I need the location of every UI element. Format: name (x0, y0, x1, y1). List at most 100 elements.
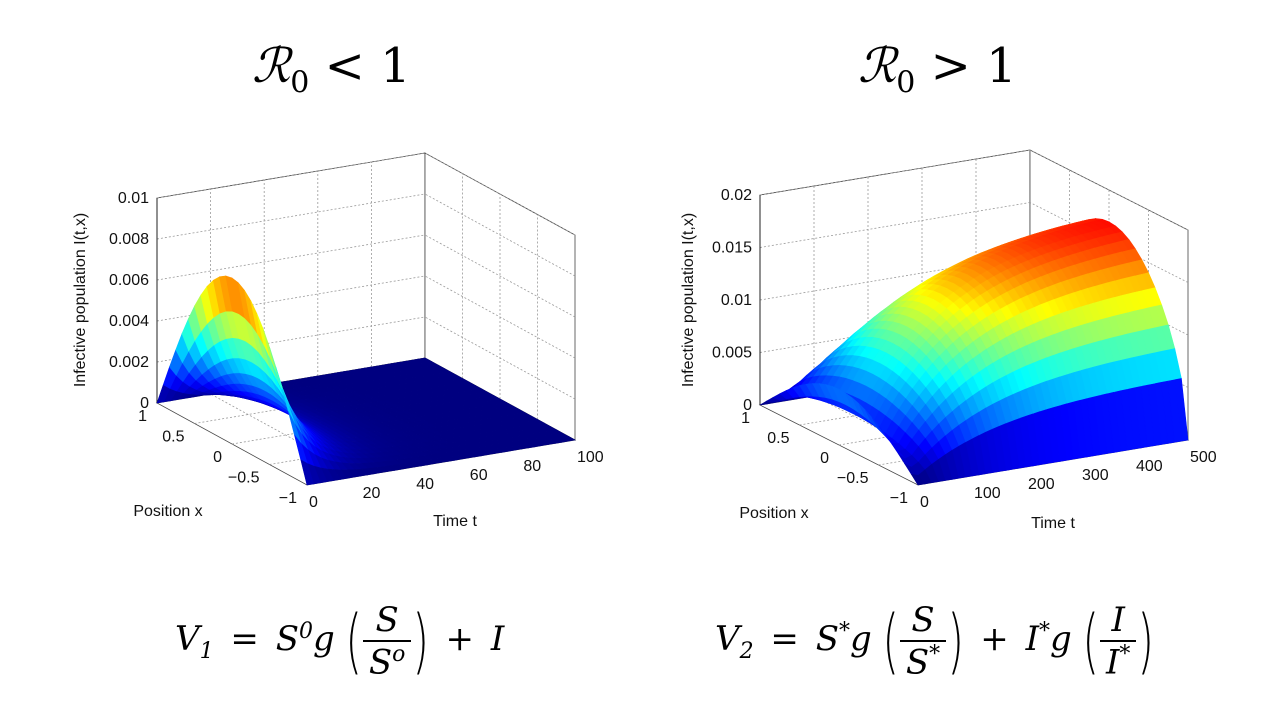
x-tick-label: 0.5 (162, 429, 184, 446)
formula-symbol: V (715, 619, 740, 660)
grid-line (759, 149, 1031, 196)
lyapunov-formula-v1: V1 = S0g (S So) + I (175, 600, 504, 682)
x-tick-label: 0 (213, 449, 222, 466)
x-tick-label: −1 (890, 490, 908, 507)
r0-relation: > 1 (930, 38, 1017, 94)
formula-superscript: o (392, 642, 406, 667)
t-tick-label: 60 (470, 467, 488, 484)
t-tick-label: 80 (523, 458, 541, 475)
grid-line (156, 234, 426, 281)
z-tick-label: 0.01 (721, 292, 752, 309)
x-tick-label: −1 (279, 490, 297, 507)
formula-superscript: * (929, 642, 941, 667)
surface-plot-right-svg: 0 0.005 0.01 0.015 0.02 1 0.5 0 −0.5 −1 0 100 200 300… (680, 149, 1217, 532)
surface-mesh (759, 218, 1189, 486)
grid-line (194, 378, 463, 424)
formula-symbol: I (1105, 642, 1120, 683)
surface-patch (910, 474, 926, 486)
formula-function: g (849, 619, 872, 660)
x-tick-label: 1 (741, 410, 750, 427)
formula-superscript: * (1119, 642, 1131, 667)
formula-symbol: I (490, 619, 505, 660)
surface-plot-left-svg: 0 0.002 0.004 0.006 0.008 0.01 1 0.5 0 −0.5 −1 0 20 4… (72, 152, 604, 530)
formula-superscript: * (838, 618, 850, 644)
formula-fraction: I I* (1099, 600, 1137, 683)
fraction-numerator: I (1111, 600, 1125, 640)
grid-line (156, 152, 426, 199)
formula-symbol: I (1025, 619, 1040, 660)
formula-fraction: S S* (899, 600, 947, 683)
t-axis-label: Time t (1031, 515, 1075, 532)
t-tick-label: 300 (1082, 467, 1109, 484)
x-axis-label: Position x (739, 505, 808, 522)
fraction-denominator: S* (899, 640, 947, 683)
z-tick-label: 0 (140, 395, 149, 412)
surface-plot-right: 0 0.005 0.01 0.015 0.02 1 0.5 0 −0.5 −1 0 100 200 300… (668, 140, 1228, 540)
t-tick-label: 0 (920, 494, 929, 511)
x-tick-label: 0.5 (767, 430, 789, 447)
left-paren: ( (882, 600, 899, 683)
surface-patch (300, 459, 315, 486)
formula-symbol: S (275, 619, 299, 660)
t-tick-label: 200 (1028, 476, 1055, 493)
z-tick-label: 0.01 (118, 190, 149, 207)
fraction-numerator: S (375, 600, 399, 640)
x-tick-label: 1 (138, 408, 147, 425)
z-tick-label: 0.002 (109, 354, 149, 371)
t-tick-label: 400 (1136, 458, 1163, 475)
lyapunov-formula-v2: V2 = S*g (S S*) + I*g (I I*) (715, 600, 1154, 682)
heading-r0-greater-than-one: ℛ0 > 1 (858, 38, 1017, 101)
left-paren: ( (1082, 600, 1099, 683)
t-tick-label: 100 (577, 449, 604, 466)
t-axis-label: Time t (433, 513, 477, 530)
z-tick-label: 0.02 (721, 187, 752, 204)
r0-subscript: 0 (896, 65, 916, 101)
r0-relation: < 1 (324, 38, 411, 94)
x-tick-label: −0.5 (837, 470, 869, 487)
t-tick-label: 0 (309, 494, 318, 511)
formula-symbol: S (905, 642, 930, 683)
formula-superscript: 0 (298, 618, 313, 644)
z-tick-label: 0.015 (712, 240, 752, 257)
right-paren: ) (947, 600, 965, 683)
formula-fraction: S So (362, 600, 412, 683)
grid-line (424, 193, 576, 277)
grid-line (231, 398, 501, 445)
grid-line (424, 152, 576, 236)
grid-line (156, 193, 426, 240)
z-tick-label: 0.008 (109, 231, 149, 248)
grid-line (424, 275, 576, 359)
formula-operator: + (980, 619, 1009, 660)
r0-symbol: ℛ (252, 38, 291, 94)
formula-superscript: * (1039, 618, 1051, 644)
formula-symbol: V (175, 619, 200, 660)
left-paren: ( (345, 600, 362, 683)
t-tick-label: 20 (363, 485, 381, 502)
grid-line (424, 316, 576, 400)
z-tick-label: 0 (743, 397, 752, 414)
t-tick-label: 500 (1190, 449, 1217, 466)
formula-subscript: 2 (739, 638, 754, 664)
formula-function: g (312, 619, 335, 660)
grid-line (1029, 149, 1189, 231)
formula-operator: + (445, 619, 475, 660)
z-axis-label: Infective population I(t,x) (72, 213, 89, 387)
r0-subscript: 0 (290, 65, 310, 101)
grid-line (759, 202, 1031, 248)
r0-symbol: ℛ (858, 38, 897, 94)
x-tick-label: −0.5 (228, 470, 260, 487)
fraction-denominator: I* (1099, 640, 1137, 683)
x-axis-label: Position x (133, 503, 202, 520)
z-tick-label: 0.004 (109, 313, 149, 330)
formula-operator: = (770, 619, 799, 660)
right-paren: ) (412, 600, 430, 683)
formula-symbol: S (368, 642, 393, 683)
grid-line (424, 234, 576, 318)
x-tick-label: 0 (820, 450, 829, 467)
z-axis-label: Infective population I(t,x) (680, 213, 697, 387)
surface-plot-left: 0 0.002 0.004 0.006 0.008 0.01 1 0.5 0 −0.5 −1 0 20 4… (60, 140, 640, 540)
formula-symbol: S (815, 619, 839, 660)
fraction-numerator: S (911, 600, 935, 640)
t-tick-label: 40 (416, 476, 434, 493)
formula-function: g (1050, 619, 1072, 660)
